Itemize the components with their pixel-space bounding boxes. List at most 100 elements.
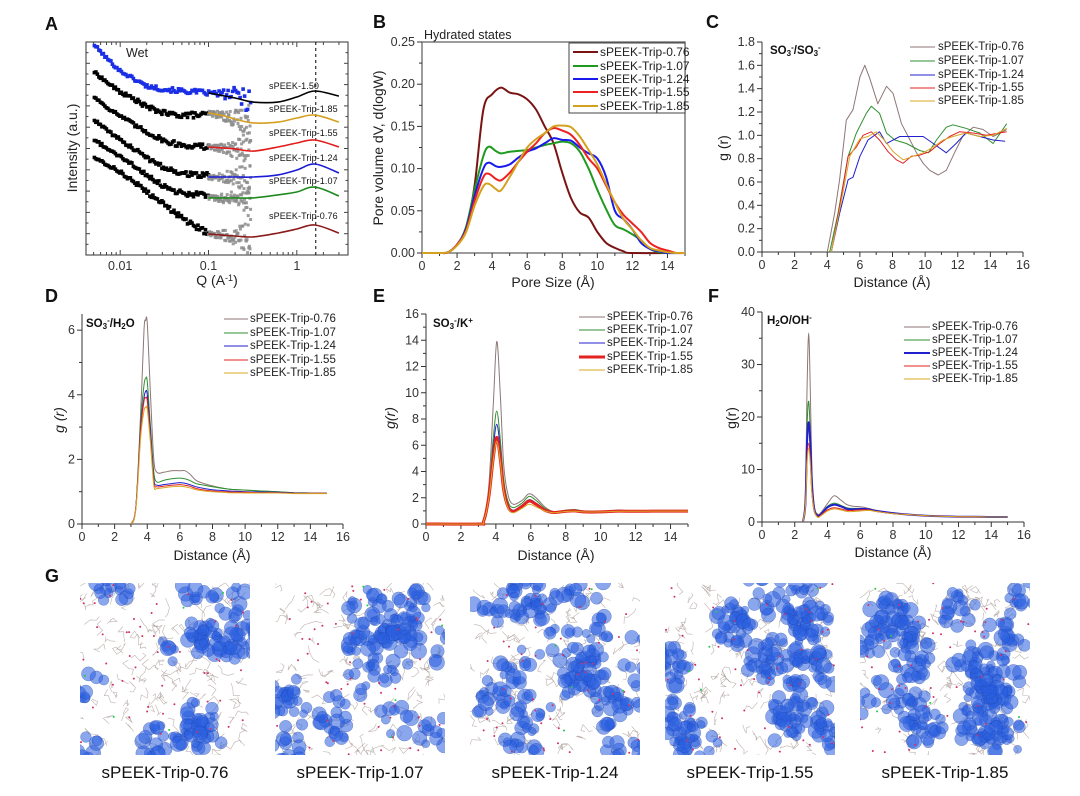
polymer-chain [137,583,145,590]
polymer-chain [740,678,754,686]
gray-scatter-point [246,119,250,122]
annotation-part: O [126,318,135,330]
gray-scatter-point [225,110,229,114]
x-axis-title-end: ) [233,272,238,288]
atom-dot [509,697,512,700]
water-domain-blob [275,705,286,717]
atom-dot [914,743,917,746]
water-domain-blob [599,744,613,755]
x-tick-label: 8 [559,259,566,273]
scatter-point [202,231,206,236]
snapshot-caption: sPEEK-Trip-1.07 [297,763,424,782]
water-domain-blob [982,684,997,700]
water-domain-blob [581,629,591,638]
atom-dot [326,602,329,605]
water-domain-blob [316,711,329,724]
water-domain-blob [365,588,380,602]
water-domain-blob [290,673,302,685]
scatter-point [98,122,103,127]
atom-dot [351,632,354,635]
scatter-point [134,123,139,127]
panel-c-rdf-chart: 0 2 4 6 8 10 12 14 16 0.0 0.2 0.4 0.6 0.8 1.0 1.2 1.4 1.6… [715,35,1030,290]
atom-dot [534,654,537,657]
y-tick-label: 0 [412,517,419,531]
atom-dot [111,683,114,686]
polymer-chain [565,609,572,616]
scatter-point [230,89,235,94]
gray-scatter-point [243,154,247,158]
fit-line [208,186,340,199]
x-tick-label: 0 [79,530,86,544]
gray-scatter-point [222,151,225,154]
water-domain-blob [815,657,832,674]
scatter-point [95,72,100,76]
gray-scatter-point [222,113,226,116]
scatter-point [188,170,193,174]
polymer-chain [755,735,769,755]
gray-scatter-point [241,191,245,195]
legend-item: sPEEK-Trip-1.85 [573,99,690,113]
water-domain-blob [524,688,537,702]
gray-scatter-point [220,173,224,177]
polymer-chain [636,730,640,739]
gray-scatter-point [219,194,223,198]
scatter-point [224,93,229,97]
panel-g-simulation-snapshots: sPEEK-Trip-0.76 sPEEK-Trip-1.07 sPEEK-Trip… [80,583,1030,782]
x-tick-label: 2 [111,530,118,544]
atom-dot [230,599,233,601]
gray-scatter-point [216,109,219,113]
scatter-point [160,112,164,117]
legend-label: sPEEK-Trip-1.55 [938,82,1024,94]
polymer-chain [369,746,376,755]
polymer-chain [720,672,731,685]
legend-label: sPEEK-Trip-1.24 [932,347,1018,359]
series-label: sPEEK-Trip-1.55 [269,128,338,138]
scatter-point [185,194,190,198]
polymer-chain [491,719,508,731]
atom-dot [196,730,199,733]
atom-dot [810,619,813,622]
atom-dot [580,662,583,665]
polymer-chain [207,684,217,696]
series-line [829,105,1008,253]
polymer-chain [552,718,561,729]
scatter-point [202,192,206,196]
legend-label: sPEEK-Trip-1.07 [250,327,336,339]
y-axis-title: g (r) [51,407,67,433]
x-tick-label: 1 [293,259,300,273]
gray-scatter-point [236,122,240,125]
water-domain-blob [167,656,178,667]
scatter-point [119,138,124,142]
gray-scatter-point [237,111,241,115]
gray-scatter-point [217,172,221,176]
x-tick-label: 4 [492,530,499,544]
polymer-chain [565,612,580,623]
atom-dot [802,739,805,742]
legend-item: sPEEK-Trip-1.07 [910,55,1024,67]
scatter-point [199,145,203,149]
gray-scatter-point [210,113,213,117]
pair-annotation: SO3-/H2O [86,316,135,331]
atom-dot [562,654,565,657]
water-domain-blob [595,583,612,591]
polymer-chain [721,666,732,676]
atom-dot [733,619,736,622]
polymer-chain [120,596,136,611]
atom-dot [570,686,573,688]
water-domain-blob [516,644,527,655]
gray-scatter-point [227,145,231,149]
polymer-chain [757,687,764,698]
water-domain-blob [952,600,969,617]
polymer-chain [338,614,346,622]
atom-dot [378,682,381,685]
atom-dot [734,668,737,671]
atom-dot [877,628,880,631]
polymer-chain [720,669,727,678]
legend-label: sPEEK-Trip-1.07 [932,334,1018,346]
scatter-point [116,88,121,92]
polymer-chain [164,597,170,618]
polymer-chain [510,654,521,663]
water-domain-blob [279,720,293,733]
atom-dot [808,611,811,614]
